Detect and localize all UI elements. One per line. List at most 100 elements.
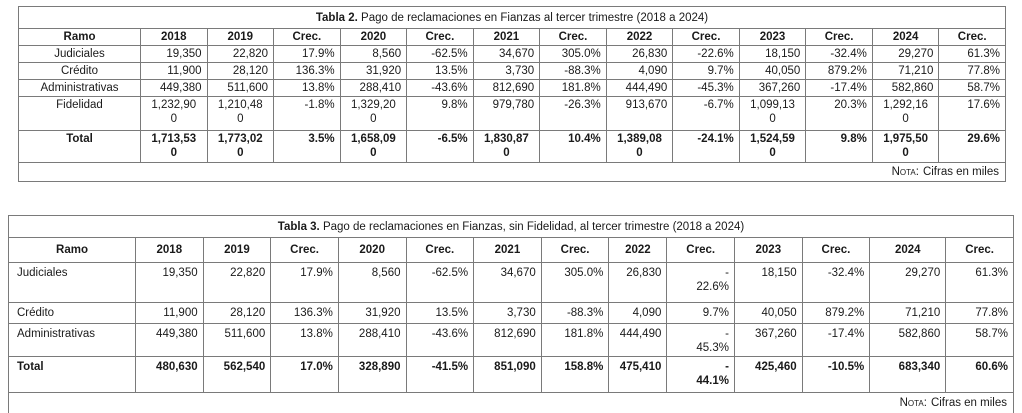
value-cell: -24.1% (672, 130, 740, 163)
table-row: Fidelidad 1,232,90 0 1,210,48 0 -1.8% 1,329,… (18, 96, 1006, 131)
value-cell: 22,820 (202, 262, 272, 303)
value-cell: 305.0% (539, 45, 607, 63)
table-title-label: Tabla 3. (277, 220, 320, 233)
value-cell: -22.6% (672, 45, 740, 63)
column-header: 2023 (738, 28, 807, 46)
value-cell: 1,210,48 0 (206, 96, 275, 131)
value-cell: 8,560 (339, 45, 408, 63)
value-cell: 367,260 (734, 323, 803, 357)
value-cell: 444,490 (608, 323, 668, 357)
value-cell: 17.0% (270, 356, 339, 393)
value-cell: 879.2% (805, 62, 873, 80)
value-cell: - 45.3% (666, 323, 735, 357)
column-header: 2024 (869, 237, 947, 263)
column-header: Ramo (8, 237, 136, 263)
column-header: Crec. (406, 28, 474, 46)
column-header: 2019 (202, 237, 272, 263)
value-cell: -1.8% (273, 96, 341, 131)
value-cell: 851,090 (473, 356, 542, 393)
value-cell: 1,773,02 0 (206, 130, 275, 163)
value-cell: 562,540 (202, 356, 272, 393)
value-cell: 305.0% (540, 262, 610, 303)
value-cell: 136.3% (273, 62, 341, 80)
table-row: Judiciales 19,350 22,820 17.9% 8,560 -62.5% 34… (18, 45, 1006, 63)
value-cell: 4,090 (608, 302, 668, 324)
value-cell: 879.2% (801, 302, 871, 324)
value-cell: 71,210 (869, 302, 947, 324)
column-header: Crec. (801, 237, 871, 263)
value-cell: 3,730 (473, 302, 542, 324)
table-head: Tabla 3. Pago de reclamaciones en Fianza… (8, 215, 1014, 263)
value-cell: 60.6% (945, 356, 1014, 393)
ramo-cell: Administrativas (18, 79, 141, 97)
value-cell: -32.4% (805, 45, 873, 63)
value-cell: 449,380 (135, 323, 204, 357)
value-cell: -88.3% (539, 62, 607, 80)
value-cell: -32.4% (801, 262, 871, 303)
value-cell: 20.3% (805, 96, 873, 131)
value-cell: 28,120 (206, 62, 275, 80)
value-cell: 1,099,13 0 (738, 96, 807, 131)
column-header: Crec. (666, 237, 735, 263)
note-label: Nota: (891, 166, 919, 178)
value-cell: 812,690 (472, 79, 541, 97)
ramo-cell: Total (18, 130, 141, 163)
table-row: Administrativas 449,380 511,600 13.8% 288,41… (18, 79, 1006, 97)
value-cell: 28,120 (202, 302, 272, 324)
value-cell: -88.3% (540, 302, 610, 324)
value-cell: 29,270 (869, 262, 947, 303)
value-cell: 22,820 (206, 45, 275, 63)
value-cell: 582,860 (869, 323, 947, 357)
ramo-cell: Crédito (18, 62, 141, 80)
value-cell: 61.3% (945, 262, 1014, 303)
value-cell: 40,050 (738, 62, 807, 80)
value-cell: 18,150 (738, 45, 807, 63)
table-row: Crédito 11,900 28,120 136.3% 31,920 13.5% 3,73… (8, 302, 1014, 324)
table-title-row: Tabla 2. Pago de reclamaciones en Fianza… (18, 6, 1006, 29)
table-title: Tabla 3. Pago de reclamaciones en Fianza… (8, 215, 1014, 238)
table-row: Judiciales 19,350 22,820 17.9% 8,560 -62.5% 34… (8, 262, 1014, 303)
table-row: Administrativas 449,380 511,600 13.8% 288,41… (8, 323, 1014, 357)
value-cell: 17.9% (270, 262, 339, 303)
value-cell: 158.8% (540, 356, 610, 393)
column-header: Crec. (539, 28, 607, 46)
value-cell: 10.4% (539, 130, 607, 163)
value-cell: - 22.6% (666, 262, 735, 303)
ramo-cell: Fidelidad (18, 96, 141, 131)
value-cell: 19,350 (140, 45, 208, 63)
table-title-label: Tabla 2. (315, 11, 358, 24)
table-body: Judiciales 19,350 22,820 17.9% 8,560 -62.5% 34… (8, 262, 1014, 393)
table-header-row: Ramo 2018 2019 Crec. 2020 Crec. 2021 Crec. 2022 C… (8, 237, 1014, 263)
value-cell: 425,460 (734, 356, 803, 393)
value-cell: 480,630 (135, 356, 204, 393)
column-header: Crec. (405, 237, 475, 263)
value-cell: 11,900 (140, 62, 208, 80)
column-header: 2021 (472, 28, 541, 46)
value-cell: 1,232,90 0 (140, 96, 208, 131)
ramo-cell: Crédito (8, 302, 136, 324)
value-cell: -10.5% (801, 356, 871, 393)
value-cell: 1,975,50 0 (871, 130, 940, 163)
column-header: 2024 (871, 28, 940, 46)
value-cell: 475,410 (608, 356, 668, 393)
value-cell: 913,670 (605, 96, 674, 131)
value-cell: -6.5% (406, 130, 474, 163)
value-cell: 31,920 (337, 302, 407, 324)
column-header: 2018 (135, 237, 204, 263)
value-cell: 582,860 (871, 79, 940, 97)
value-cell: 1,292,16 0 (871, 96, 940, 131)
value-cell: 18,150 (734, 262, 803, 303)
value-cell: 26,830 (605, 45, 674, 63)
column-header: 2018 (140, 28, 208, 46)
value-cell: 9.7% (666, 302, 735, 324)
value-cell: -41.5% (405, 356, 475, 393)
table-body: Judiciales 19,350 22,820 17.9% 8,560 -62.5% 34… (18, 45, 1006, 163)
note-text: Cifras en miles (930, 397, 1007, 409)
value-cell: 9.7% (672, 62, 740, 80)
value-cell: 812,690 (473, 323, 542, 357)
table-header-row: Ramo 2018 2019 Crec. 2020 Crec. 2021 Crec. 2022 C… (18, 28, 1006, 46)
column-header: 2022 (608, 237, 668, 263)
table-row: Crédito 11,900 28,120 136.3% 31,920 13.5% 3,73… (18, 62, 1006, 80)
value-cell: 367,260 (738, 79, 807, 97)
value-cell: -43.6% (405, 323, 475, 357)
